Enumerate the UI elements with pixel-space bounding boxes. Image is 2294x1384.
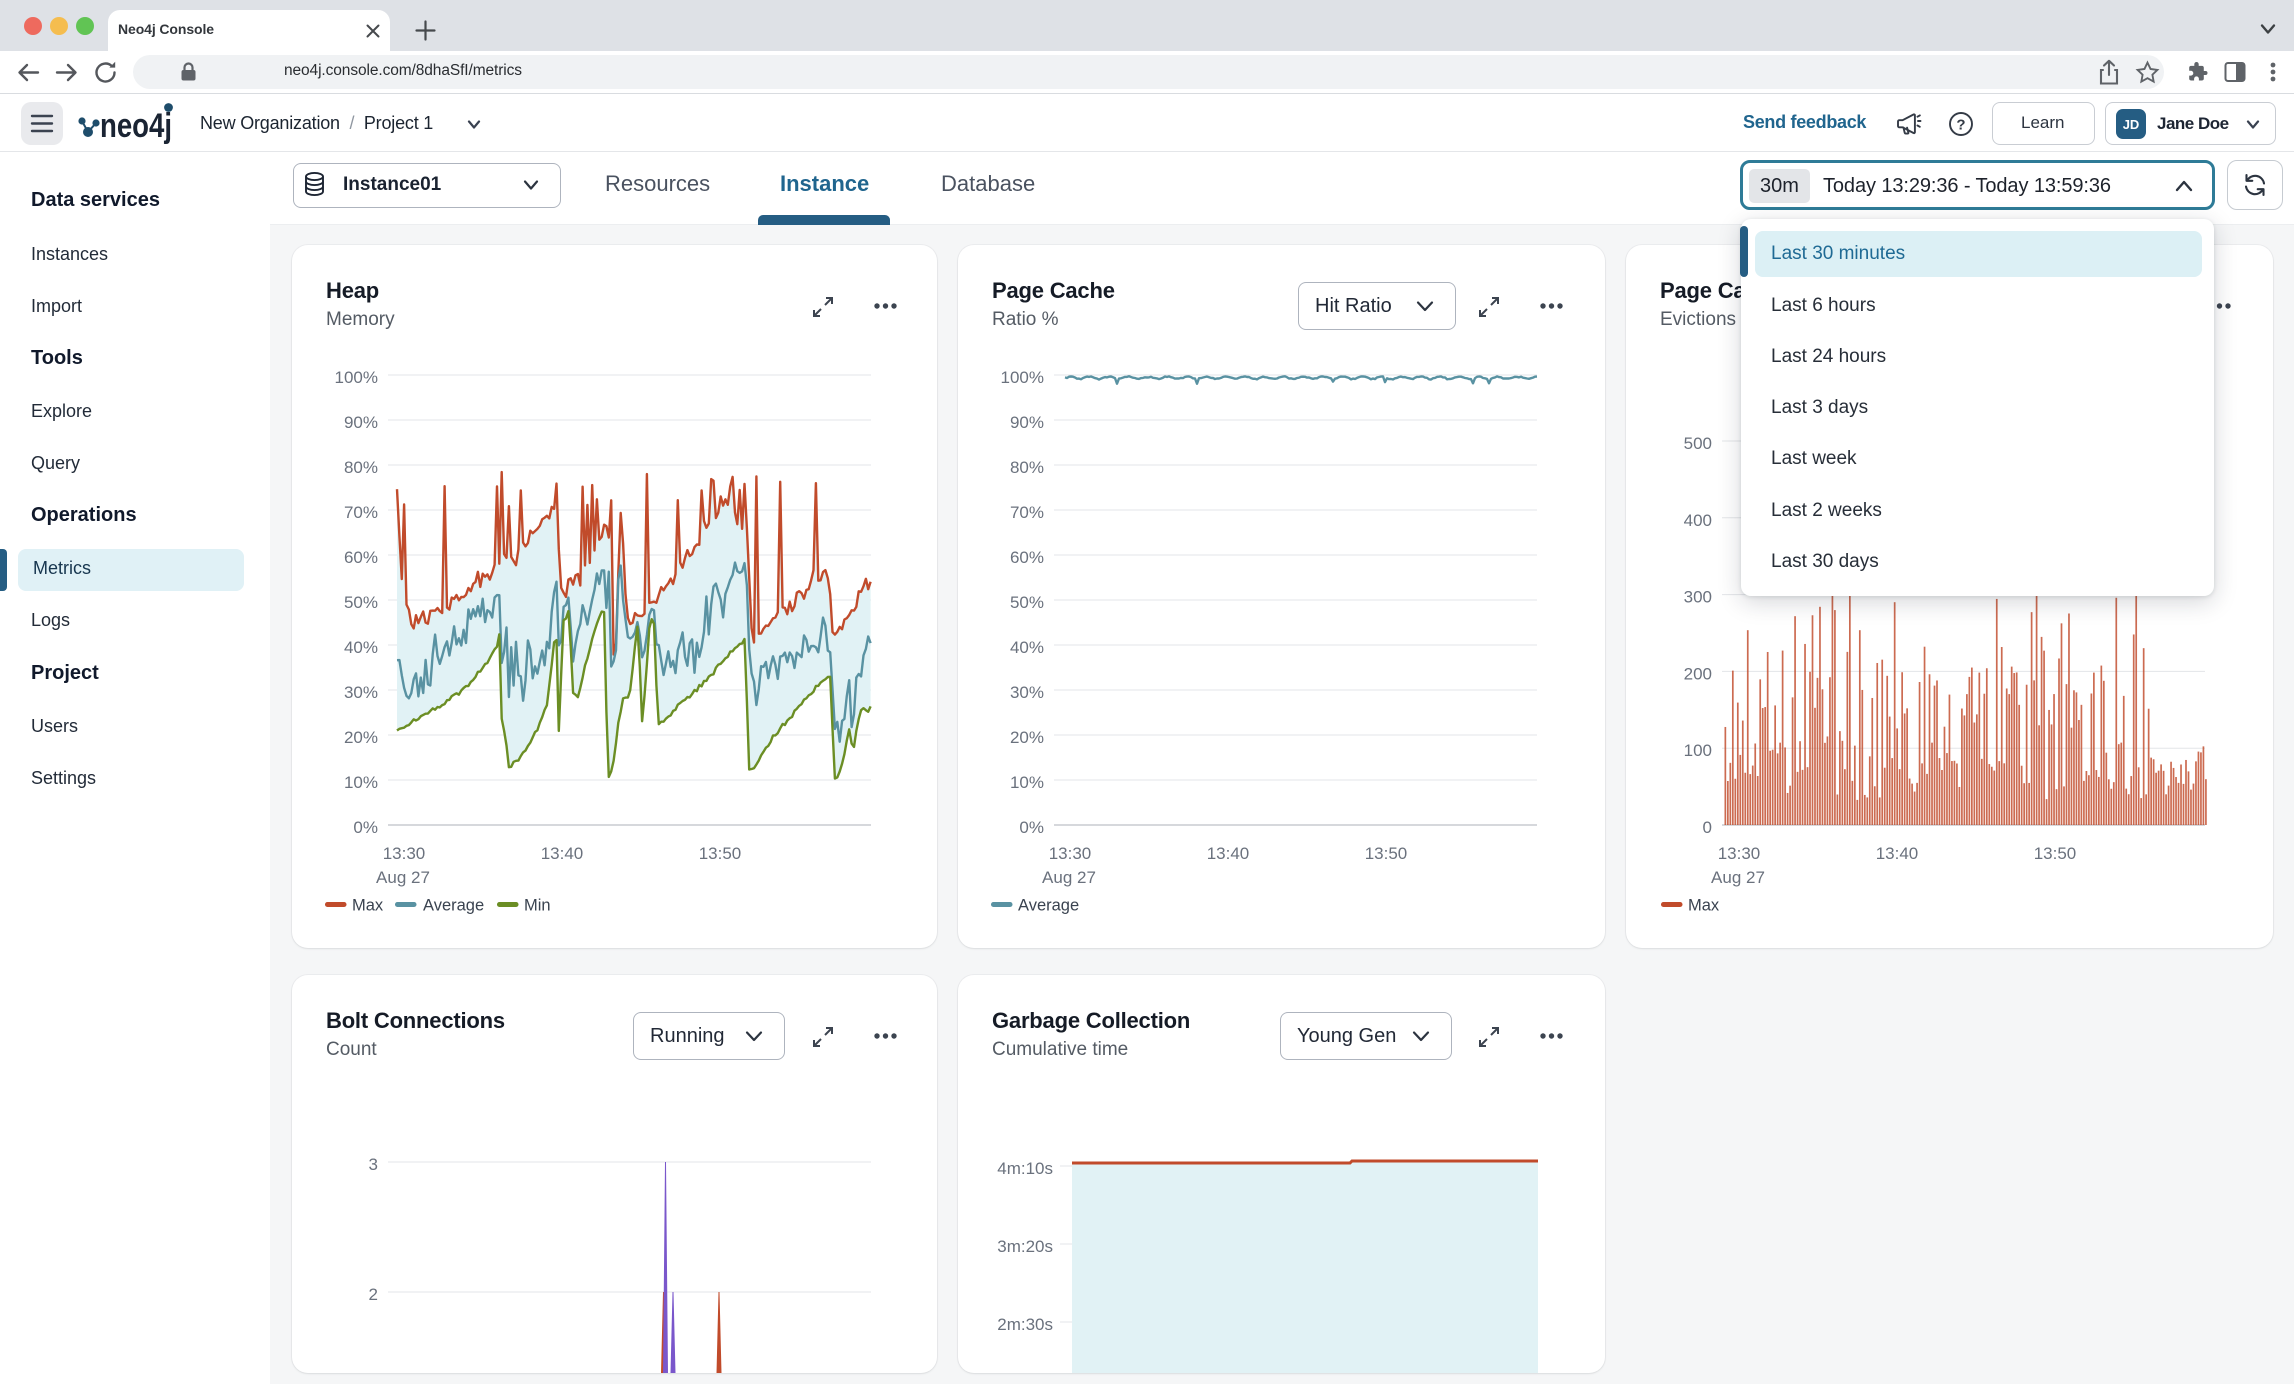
svg-text:Aug 27: Aug 27 — [1711, 868, 1765, 887]
svg-text:500: 500 — [1684, 434, 1712, 453]
svg-text:13:40: 13:40 — [1207, 844, 1250, 863]
svg-text:13:30: 13:30 — [383, 844, 426, 863]
svg-text:200: 200 — [1684, 664, 1712, 683]
svg-text:13:50: 13:50 — [1365, 844, 1408, 863]
svg-text:60%: 60% — [1010, 548, 1044, 567]
svg-text:13:30: 13:30 — [1718, 844, 1761, 863]
svg-text:Average: Average — [1018, 897, 1079, 915]
svg-text:13:40: 13:40 — [1876, 844, 1919, 863]
svg-text:20%: 20% — [1010, 728, 1044, 747]
svg-text:13:40: 13:40 — [541, 844, 584, 863]
svg-text:Min: Min — [524, 897, 551, 915]
svg-text:Aug 27: Aug 27 — [1042, 868, 1096, 887]
svg-text:4m:10s: 4m:10s — [997, 1159, 1053, 1178]
svg-text:50%: 50% — [1010, 593, 1044, 612]
svg-text:2m:30s: 2m:30s — [997, 1315, 1053, 1334]
svg-text:neo4j: neo4j — [100, 107, 172, 145]
svg-text:3: 3 — [369, 1155, 378, 1174]
svg-text:20%: 20% — [344, 728, 378, 747]
svg-text:13:50: 13:50 — [2034, 844, 2077, 863]
svg-text:Average: Average — [423, 897, 484, 915]
svg-text:2: 2 — [369, 1285, 378, 1304]
svg-text:100%: 100% — [335, 368, 378, 387]
svg-text:40%: 40% — [344, 638, 378, 657]
svg-text:100%: 100% — [1001, 368, 1044, 387]
svg-text:50%: 50% — [344, 593, 378, 612]
svg-text:13:30: 13:30 — [1049, 844, 1092, 863]
svg-text:90%: 90% — [1010, 413, 1044, 432]
svg-text:80%: 80% — [344, 458, 378, 477]
svg-text:10%: 10% — [1010, 773, 1044, 792]
svg-text:80%: 80% — [1010, 458, 1044, 477]
svg-text:70%: 70% — [344, 503, 378, 522]
svg-text:300: 300 — [1684, 588, 1712, 607]
svg-text:400: 400 — [1684, 511, 1712, 530]
svg-text:0%: 0% — [353, 818, 378, 837]
svg-text:0: 0 — [1703, 818, 1712, 837]
svg-text:?: ? — [1956, 117, 1965, 134]
svg-text:30%: 30% — [1010, 683, 1044, 702]
svg-text:0%: 0% — [1019, 818, 1044, 837]
svg-text:40%: 40% — [1010, 638, 1044, 657]
svg-text:100: 100 — [1684, 741, 1712, 760]
svg-text:13:50: 13:50 — [699, 844, 742, 863]
svg-text:10%: 10% — [344, 773, 378, 792]
svg-text:Max: Max — [1688, 897, 1720, 915]
svg-text:3m:20s: 3m:20s — [997, 1237, 1053, 1256]
svg-text:90%: 90% — [344, 413, 378, 432]
svg-text:70%: 70% — [1010, 503, 1044, 522]
svg-text:Max: Max — [352, 897, 384, 915]
svg-text:60%: 60% — [344, 548, 378, 567]
svg-text:30%: 30% — [344, 683, 378, 702]
svg-text:Aug 27: Aug 27 — [376, 868, 430, 887]
